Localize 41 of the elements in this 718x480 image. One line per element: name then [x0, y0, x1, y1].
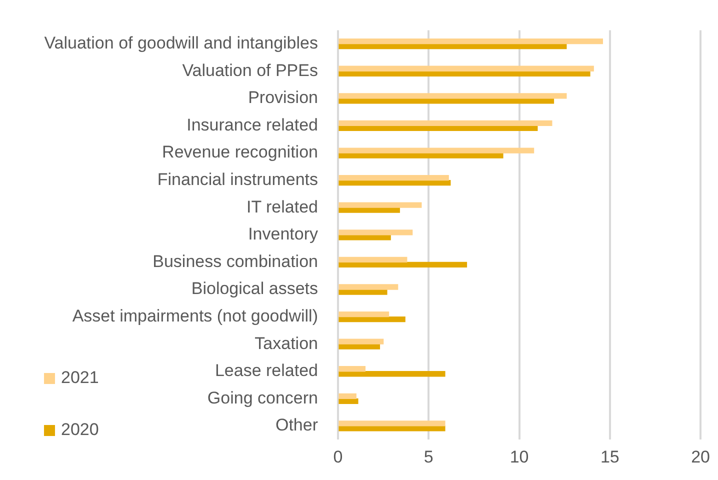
y-tick-label: Taxation — [254, 334, 318, 353]
y-tick-label: Asset impairments (not goodwill) — [72, 306, 318, 326]
y-tick-label: Going concern — [207, 388, 318, 408]
y-tick-label: Biological assets — [191, 279, 318, 298]
bar — [338, 366, 366, 372]
bar — [338, 256, 408, 263]
bar — [338, 262, 468, 268]
y-tick-label: Valuation of PPEs — [182, 60, 318, 80]
x-tick-label: 5 — [424, 447, 434, 466]
bar — [338, 93, 567, 99]
y-tick-label: Insurance related — [186, 115, 318, 134]
x-tick-label: 10 — [510, 447, 529, 466]
bar — [338, 311, 390, 318]
x-tick-label: 15 — [600, 447, 620, 466]
y-tick-label: Revenue recognition — [162, 142, 318, 162]
bar — [338, 420, 446, 426]
legend-label: 2020 — [61, 420, 99, 440]
y-tick-label: Other — [275, 416, 318, 435]
bar — [338, 393, 356, 399]
bar — [338, 398, 358, 404]
y-tick-label: IT related — [246, 197, 318, 216]
bar — [338, 230, 413, 236]
x-tick-label: 0 — [333, 447, 343, 466]
bar — [338, 174, 449, 181]
bar — [338, 338, 384, 344]
bar — [338, 120, 552, 126]
y-tick-label: Financial instruments — [157, 170, 318, 189]
x-tick-label: 20 — [691, 447, 710, 466]
bar — [338, 202, 422, 208]
bar — [338, 148, 534, 154]
y-tick-label: Business combination — [152, 252, 318, 271]
bar — [338, 316, 406, 322]
y-tick-label: Valuation of goodwill and intangibles — [44, 34, 318, 53]
y-tick-label: Inventory — [248, 224, 318, 244]
bar — [338, 66, 594, 72]
bar — [338, 38, 603, 44]
y-tick-label: Lease related — [214, 361, 318, 380]
bar — [338, 371, 446, 377]
y-tick-label: Provision — [248, 88, 318, 108]
bar — [338, 284, 398, 290]
legend-label: 2021 — [61, 368, 99, 388]
